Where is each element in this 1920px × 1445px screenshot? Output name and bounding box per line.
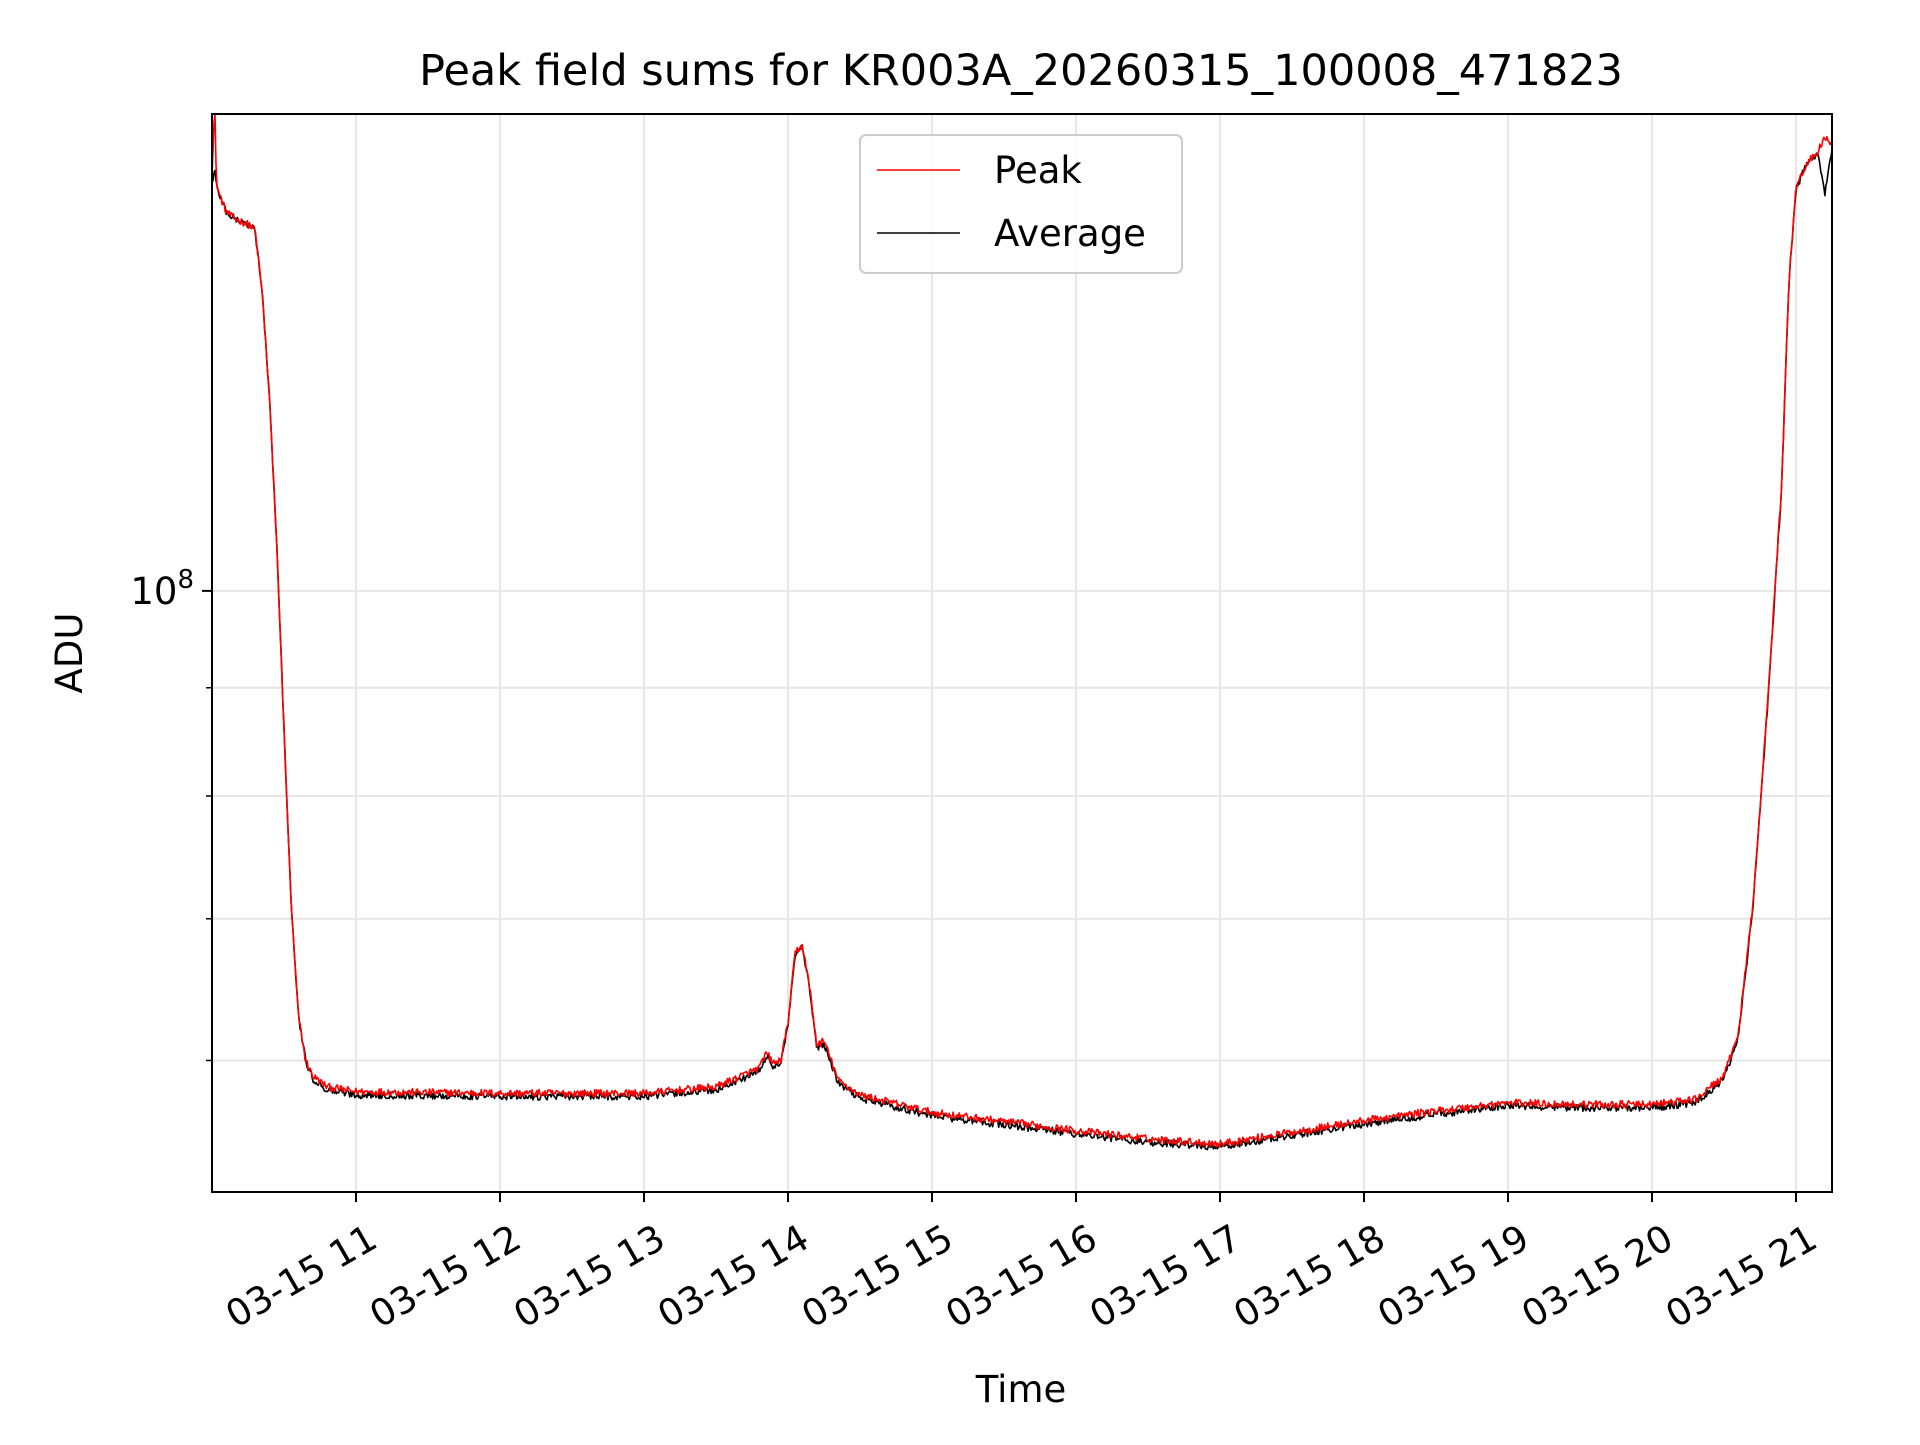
axes-frame <box>211 113 1833 1193</box>
legend: Peak Average <box>859 134 1183 274</box>
y-tick-label: 108 <box>130 565 194 613</box>
y-tick-layer: 108 <box>130 565 212 1062</box>
grid-layer <box>212 114 1832 1192</box>
chart-title: Peak field sums for KR003A_20260315_1000… <box>419 46 1623 96</box>
x-axis-label: Time <box>975 1368 1067 1411</box>
series-layer <box>211 113 1833 1151</box>
y-tick-label-base: 10 <box>130 570 177 613</box>
legend-label-peak: Peak <box>994 149 1082 192</box>
y-tick-label-exponent: 8 <box>177 565 194 595</box>
series-line-peak <box>211 113 1833 1148</box>
legend-label-average: Average <box>994 212 1146 255</box>
y-axis-label: ADU <box>48 613 91 694</box>
